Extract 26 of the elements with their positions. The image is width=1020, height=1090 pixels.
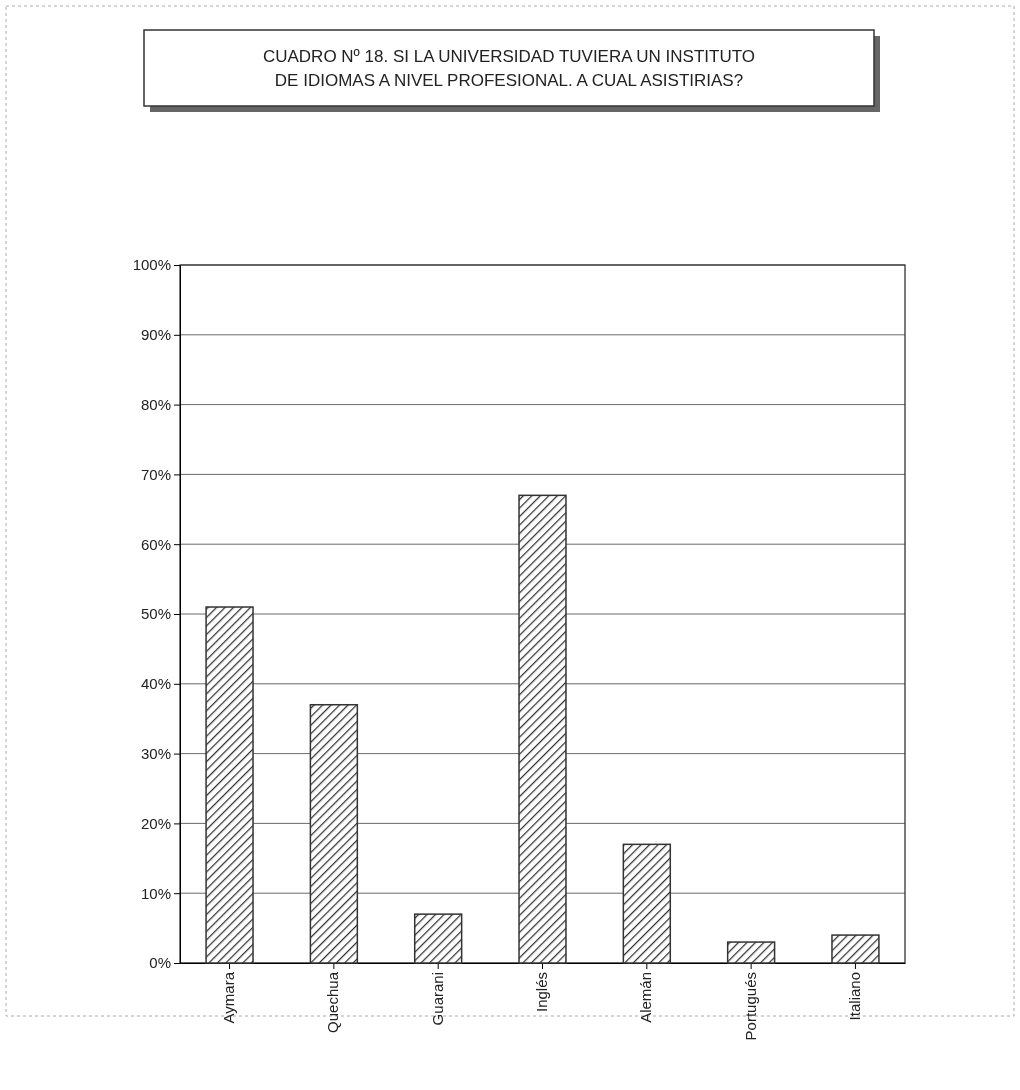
y-tick-label: 50% bbox=[140, 605, 171, 623]
bar bbox=[413, 913, 463, 964]
bar bbox=[205, 606, 254, 964]
y-tick-label: 80% bbox=[140, 395, 171, 413]
y-tick-label: 30% bbox=[140, 744, 171, 762]
y-tick-label: 70% bbox=[140, 465, 171, 483]
x-tick-label: Alemán bbox=[637, 972, 655, 1023]
x-tick-label: Inglés bbox=[533, 972, 550, 1013]
y-tick-label: 60% bbox=[140, 535, 171, 553]
bar bbox=[309, 703, 359, 964]
bar bbox=[831, 934, 880, 964]
x-tick-label: Guarani bbox=[428, 972, 446, 1026]
bar bbox=[726, 941, 776, 964]
y-tick-label: 10% bbox=[140, 884, 171, 902]
x-tick-label: Quechua bbox=[324, 971, 342, 1033]
y-tick-label: 0% bbox=[149, 954, 171, 972]
x-tick-label: Aymara bbox=[220, 971, 238, 1024]
bar bbox=[518, 494, 567, 964]
bar bbox=[622, 843, 672, 964]
chart-title: CUADRO Nº 18. SI LA UNIVERSIDAD TUVIERA UN INSTITUTO DE IDIOMAS A NIVEL PROFESIONAL. A CUAL ASISTIRIAS? bbox=[262, 47, 756, 90]
y-tick-label: 90% bbox=[140, 326, 171, 344]
x-tick-label: Portugués bbox=[741, 972, 759, 1041]
y-tick-label: 100% bbox=[132, 256, 171, 274]
y-tick-label: 20% bbox=[140, 814, 171, 832]
x-tick-label: Italiano bbox=[845, 972, 863, 1021]
y-tick-label: 40% bbox=[140, 675, 171, 693]
